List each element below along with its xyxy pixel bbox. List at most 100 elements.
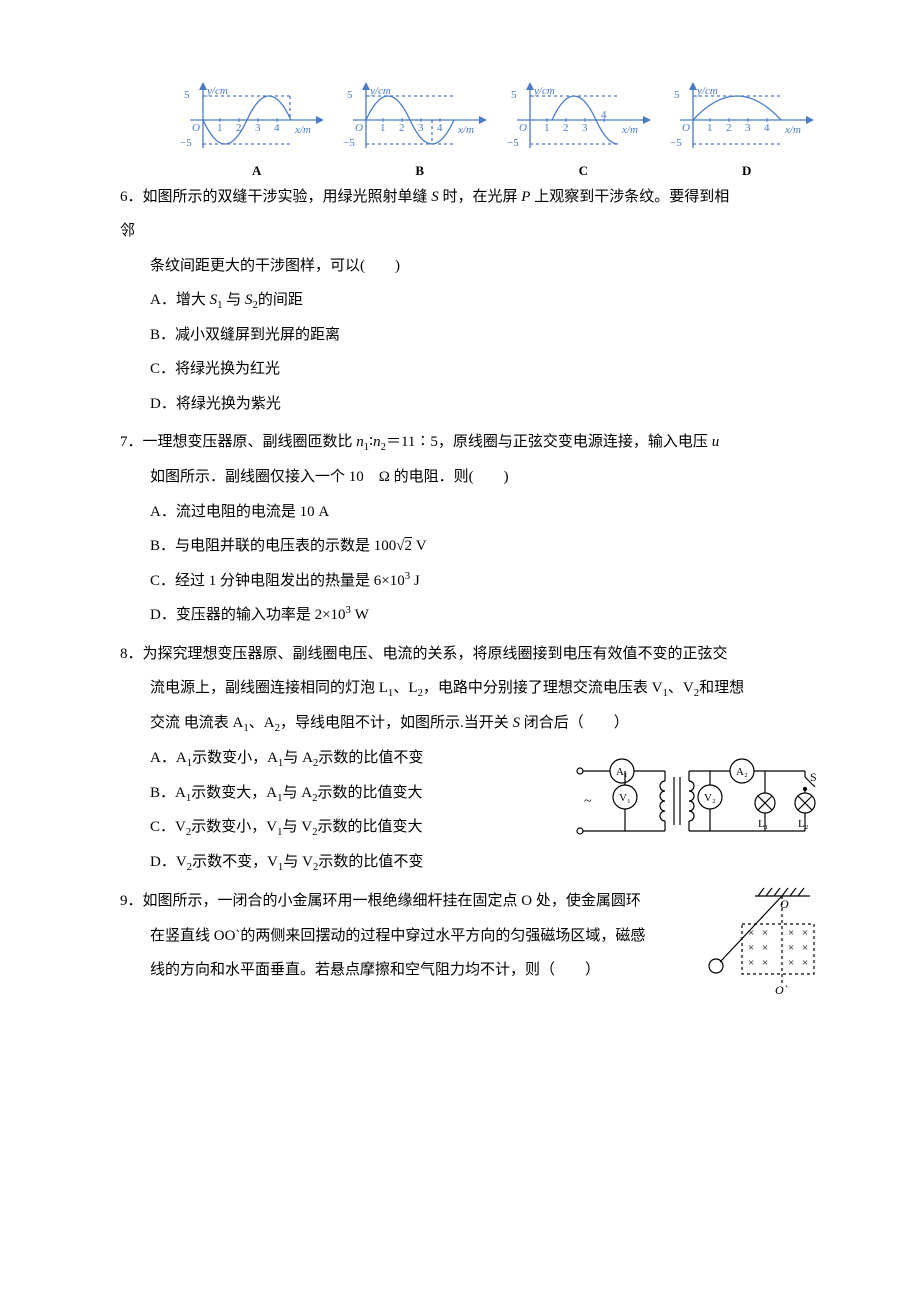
q6-stem-line1: 6．如图所示的双缝干涉实验，用绿光照射单缝 S 时，在光屏 P 上观察到干涉条纹…	[120, 180, 820, 215]
q8-s2e: 和理想	[699, 680, 744, 696]
wave-charts-row: 5 −5 y/cm O x/m 1 2 3 4 A	[120, 80, 820, 172]
svg-text:3: 3	[418, 122, 424, 134]
q8-s3d: 闭合后（ ）	[520, 715, 629, 731]
svg-text:A₁: A₁	[616, 766, 628, 778]
svg-text:5: 5	[347, 89, 353, 101]
q7-optB-suffix: V	[412, 538, 427, 554]
q6-stem-cont: 邻	[120, 214, 820, 249]
question-6: 6．如图所示的双缝干涉实验，用绿光照射单缝 S 时，在光屏 P 上观察到干涉条纹…	[120, 180, 820, 422]
svg-text:×: ×	[748, 942, 754, 954]
q8-optA: A．A1示数变小，A1与 A2示数的比值不变	[120, 741, 570, 776]
q8oBa: B．A	[150, 785, 186, 801]
q8-stem-line1: 8．为探究理想变压器原、副线圈电压、电流的关系，将原线圈接到电压有效值不变的正弦…	[120, 637, 820, 672]
q6-stem-part1: 6．如图所示的双缝干涉实验，用绿光照射单缝	[120, 189, 431, 205]
svg-text:4: 4	[437, 122, 443, 134]
q8-s3a: 交流 电流表 A	[150, 715, 243, 731]
q8oCb: 示数变小，V	[191, 819, 277, 835]
svg-text:O: O	[519, 122, 527, 134]
svg-text:1: 1	[380, 122, 386, 134]
q8-s3S: S	[513, 715, 521, 731]
q9-stem-line1: 9．如图所示，一闭合的小金属环用一根绝缘细杆挂在固定点 O 处，使金属圆环	[120, 884, 700, 919]
q8-s2b: 、L	[393, 680, 417, 696]
chart-d: 5 −5 y/cm O x/m 1 2 3 4 D	[670, 80, 820, 172]
q8oCc: 与 V	[283, 819, 313, 835]
q8-s2c: ，电路中分别接了理想交流电压表 V	[423, 680, 663, 696]
q8oDb: 示数不变，V	[192, 854, 278, 870]
svg-text:5: 5	[674, 89, 680, 101]
chart-a: 5 −5 y/cm O x/m 1 2 3 4 A	[180, 80, 330, 172]
q7-optD-prefix: D．变压器的输入功率是 2×10	[150, 607, 346, 623]
q8oDa: D．V	[150, 854, 187, 870]
q6-optA: A．增大 S1 与 S2的间距	[120, 283, 820, 318]
q8oBb: 示数变大，A	[191, 785, 277, 801]
q6-stem-S: S	[431, 189, 439, 205]
svg-text:x/m: x/m	[294, 124, 311, 136]
q7-n2: n	[373, 434, 381, 450]
svg-text:O: O	[192, 122, 200, 134]
svg-text:3: 3	[745, 122, 751, 134]
wave-chart-b-svg: 5 −5 y/cm O x/m 1 2 3 4	[343, 80, 493, 158]
svg-text:L₂: L₂	[798, 818, 809, 830]
q9-stem-line2: 在竖直线 OO`的两侧来回摆动的过程中穿过水平方向的匀强磁场区域，磁感	[120, 919, 700, 954]
svg-text:×: ×	[762, 942, 768, 954]
q7-optB-sqrt: 2	[405, 538, 413, 554]
q6-optA-mid: 与	[223, 292, 246, 308]
q8-circuit-diagram: A₁ ~ V₁	[570, 741, 820, 865]
q7-optC-suffix: J	[410, 573, 420, 589]
q7-stem-part2: ＝11∶5，原线圈与正弦交变电源连接，输入电压	[386, 434, 712, 450]
q8oAb: 示数变小，A	[192, 750, 278, 766]
q6-optB: B．减小双缝屏到光屏的距离	[120, 318, 820, 353]
svg-text:3: 3	[582, 122, 588, 134]
q6-optA-prefix: A．增大	[150, 292, 210, 308]
svg-text:L₁: L₁	[758, 818, 769, 830]
svg-text:×: ×	[748, 927, 754, 939]
q7-stem-line1: 7．一理想变压器原、副线圈匝数比 n1∶n2＝11∶5，原线圈与正弦交变电源连接…	[120, 425, 820, 460]
svg-text:O`: O`	[775, 983, 788, 997]
svg-text:×: ×	[788, 957, 794, 969]
sqrt-symbol: √	[396, 538, 404, 554]
q8-optC: C．V2示数变小，V1与 V2示数的比值变大	[120, 810, 570, 845]
svg-text:S: S	[810, 770, 817, 784]
svg-text:−5: −5	[507, 137, 519, 149]
svg-text:y/cm: y/cm	[533, 85, 555, 97]
chart-letter-b: B	[415, 156, 424, 186]
svg-text:1: 1	[544, 122, 550, 134]
svg-text:y/cm: y/cm	[696, 85, 718, 97]
svg-text:2: 2	[563, 122, 569, 134]
q8-s2a: 流电源上，副线圈连接相同的灯泡 L	[150, 680, 388, 696]
q7-optC: C．经过 1 分钟电阻发出的热量是 6×103 J	[120, 564, 820, 599]
svg-text:×: ×	[802, 927, 808, 939]
svg-text:×: ×	[762, 957, 768, 969]
q7-optD-suffix: W	[351, 607, 369, 623]
q6-optA-suffix: 的间距	[258, 292, 303, 308]
svg-text:2: 2	[236, 122, 242, 134]
svg-text:−5: −5	[180, 137, 192, 149]
q6-optC: C．将绿光换为红光	[120, 352, 820, 387]
chart-letter-c: C	[579, 156, 588, 186]
chart-b: 5 −5 y/cm O x/m 1 2 3 4 B	[343, 80, 493, 172]
svg-text:~: ~	[584, 794, 592, 809]
svg-text:×: ×	[802, 942, 808, 954]
q6-stem-part3: 上观察到干涉条纹。要得到相	[530, 189, 729, 205]
svg-text:×: ×	[762, 927, 768, 939]
svg-text:×: ×	[788, 927, 794, 939]
svg-text:A₂: A₂	[736, 766, 748, 778]
svg-text:4: 4	[274, 122, 280, 134]
q7-optB: B．与电阻并联的电压表的示数是 100√2 V	[120, 529, 820, 564]
q6-stem-line2: 条纹间距更大的干涉图样，可以( )	[120, 249, 820, 284]
svg-text:−5: −5	[670, 137, 682, 149]
svg-text:5: 5	[184, 89, 190, 101]
q8oBc: 与 A	[283, 785, 313, 801]
q8-optD: D．V2示数不变，V1与 V2示数的比值不变	[120, 845, 570, 880]
q8-s3b: 、A	[249, 715, 275, 731]
q6-stem-part2: 时，在光屏	[439, 189, 522, 205]
q8oAa: A．A	[150, 750, 187, 766]
q7-optB-prefix: B．与电阻并联的电压表的示数是 100	[150, 538, 396, 554]
svg-text:4: 4	[764, 122, 770, 134]
q8-s3c: ，导线电阻不计，如图所示.当开关	[280, 715, 513, 731]
q8oAc: 与 A	[283, 750, 313, 766]
q7-optC-prefix: C．经过 1 分钟电阻发出的热量是 6×10	[150, 573, 405, 589]
q8oAd: 示数的比值不变	[318, 750, 423, 766]
q9-pendulum-diagram: O O` ×××× ×××× ××××	[700, 884, 820, 1013]
q7-stem-line2: 如图所示．副线圈仅接入一个 10 Ω 的电阻．则( )	[120, 460, 820, 495]
